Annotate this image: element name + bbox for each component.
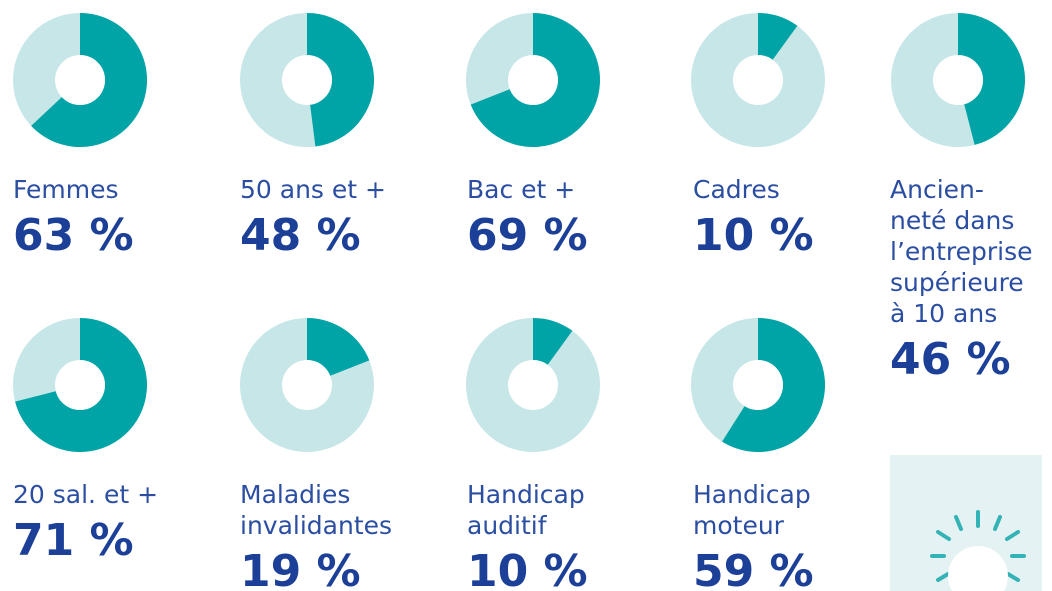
chart-label: neté dans [890,206,1014,235]
chart-label: 50 ans et + [240,175,386,204]
value-label: 48 % [240,210,361,261]
donut-hole [733,55,783,105]
value-label: 63 % [13,210,134,261]
donut-segment [722,318,825,452]
donut-segment [307,318,370,376]
value-label: 10 % [693,210,814,261]
donut-hole [508,55,558,105]
donut-hole [933,55,983,105]
chart-label: Ancien- [890,175,984,204]
chart-label: auditif [467,511,548,540]
donut-segment [470,13,601,147]
chart-label: 20 sal. et + [13,480,158,509]
donut-hole [55,360,105,410]
chart-label: Handicap [467,480,585,509]
donut-hole [282,55,332,105]
donut-segment [307,13,374,147]
value-label: 69 % [467,210,588,261]
chart-label: Bac et + [467,175,575,204]
donut-hole [508,360,558,410]
bulb-card [890,455,1042,591]
bulb [948,546,1009,591]
value-label: 19 % [240,546,361,591]
bulb-icon [930,510,1026,582]
chart-label: invalidantes [240,511,392,540]
donut-hole [733,360,783,410]
chart-label: à 10 ans [890,299,997,328]
donut-hole [55,55,105,105]
chart-label: Cadres [693,175,780,204]
donut-segment [15,318,147,453]
chart-label: supérieure [890,268,1024,297]
value-label: 59 % [693,546,814,591]
donut-hole [282,360,332,410]
chart-label: Femmes [13,175,119,204]
value-label: 71 % [13,515,134,566]
donut-segment [533,318,573,365]
chart-label: Maladies [240,480,350,509]
value-label: 10 % [467,546,588,591]
chart-label: moteur [693,511,785,540]
chart-label: Handicap [693,480,811,509]
donut-segment [31,13,148,147]
chart-label: l’entreprise [890,237,1033,266]
value-label: 46 % [890,334,1011,385]
donut-segment [958,13,1025,145]
donut-segment [758,13,798,60]
